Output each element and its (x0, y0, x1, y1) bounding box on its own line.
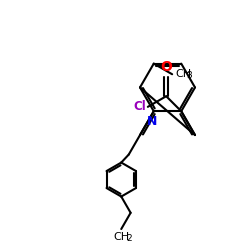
Text: O: O (160, 60, 172, 74)
Text: 2: 2 (127, 234, 132, 243)
Text: Cl: Cl (134, 100, 146, 113)
Text: 3: 3 (186, 72, 192, 80)
Text: CH: CH (113, 232, 129, 242)
Text: CH: CH (175, 69, 191, 79)
Text: N: N (147, 115, 158, 128)
